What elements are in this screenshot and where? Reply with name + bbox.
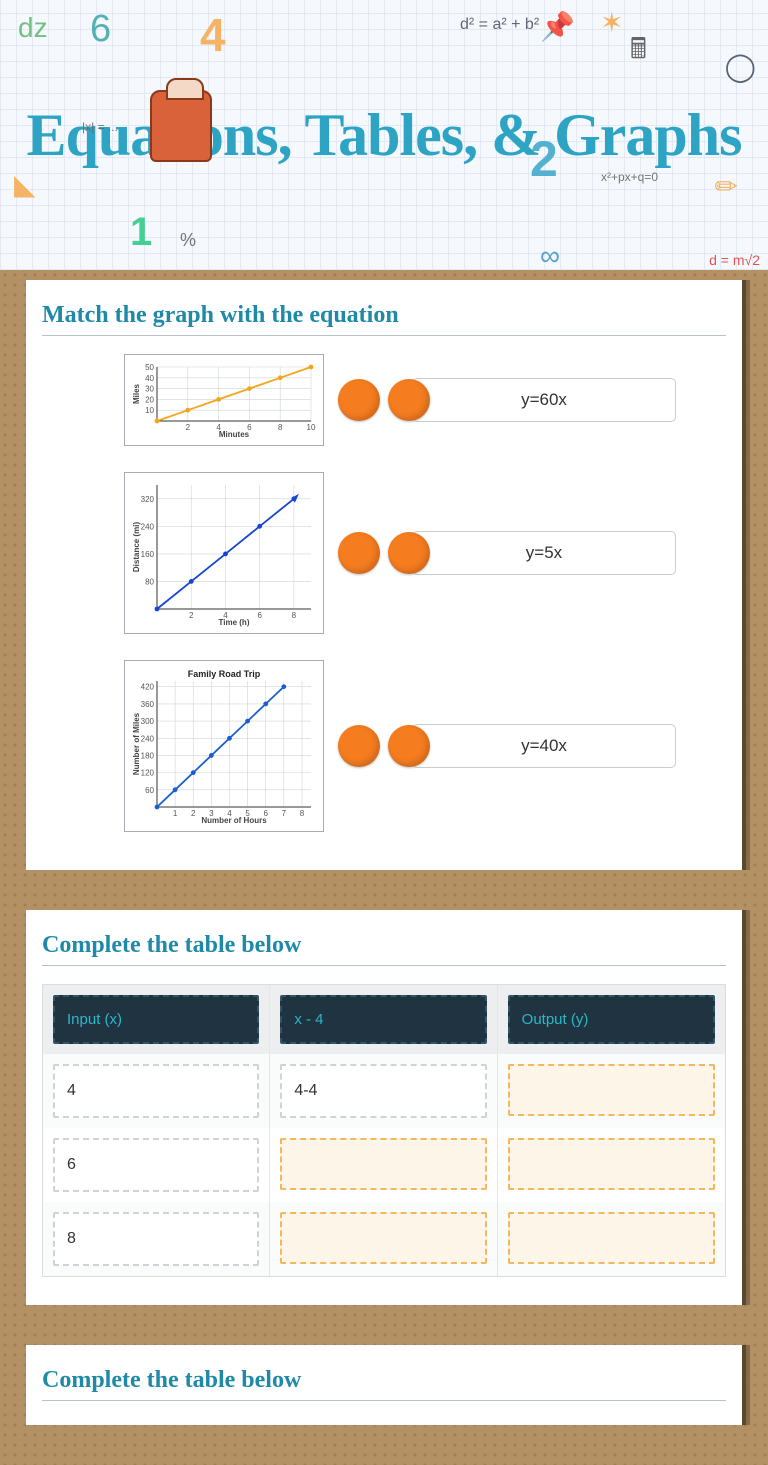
table-cell-input[interactable] [508,1138,715,1190]
svg-text:360: 360 [141,700,155,709]
svg-text:30: 30 [145,385,154,394]
section-table-2: Complete the table below [26,1345,742,1425]
svg-text:10: 10 [307,423,316,432]
table-cell: 4 [53,1064,259,1118]
graph-card[interactable]: 801602403202468Time (h)Distance (mi) [92,472,356,634]
svg-text:1: 1 [173,809,178,818]
svg-text:Number of Miles: Number of Miles [132,712,141,775]
svg-text:7: 7 [282,809,287,818]
section-match: Match the graph with the equation 102030… [26,280,742,870]
svg-text:10: 10 [145,406,154,415]
equation-text: y=60x [412,378,676,422]
table-header-cell: x - 4 [280,995,486,1044]
match-dot[interactable] [338,532,380,574]
table-cell-input[interactable] [508,1212,715,1264]
svg-text:420: 420 [141,683,155,692]
table-cell: 6 [53,1138,259,1192]
table-cell-input[interactable] [508,1064,715,1116]
svg-text:240: 240 [141,522,155,531]
svg-text:8: 8 [292,611,297,620]
svg-text:8: 8 [278,423,283,432]
equation-card[interactable]: y=40x [412,724,676,768]
header-banner: dz6 4d² = a² + b² 📌✶ 🖩◯ ◣|x| = ... 1% 2x… [0,0,768,270]
svg-text:6: 6 [257,611,262,620]
svg-text:Number of Hours: Number of Hours [201,816,267,825]
table-cell-input[interactable] [280,1212,486,1264]
match-dot[interactable] [338,379,380,421]
svg-text:160: 160 [141,550,155,559]
svg-text:120: 120 [141,769,155,778]
svg-text:2: 2 [186,423,191,432]
section-title: Complete the table below [42,932,726,966]
svg-text:50: 50 [145,363,154,372]
match-dot[interactable] [388,379,430,421]
svg-text:Minutes: Minutes [219,430,250,439]
svg-text:40: 40 [145,374,154,383]
cork-background: Match the graph with the equation 102030… [0,270,768,1465]
svg-text:Family Road Trip: Family Road Trip [188,669,261,679]
table-cell: 8 [53,1212,259,1266]
table-cell: 4-4 [280,1064,486,1118]
equation-card[interactable]: y=5x [412,531,676,575]
table: Input (x) x - 4 Output (y) 4 4-4 6 8 [42,984,726,1277]
svg-text:Distance (mi): Distance (mi) [132,522,141,573]
equation-text: y=40x [412,724,676,768]
graph-card[interactable]: 6012018024030036042012345678Number of Ho… [92,660,356,832]
page-title: Equations, Tables, & Graphs [27,104,742,167]
graph-card[interactable]: 1020304050246810MinutesMiles [92,354,356,446]
svg-text:2: 2 [191,809,196,818]
svg-text:8: 8 [300,809,305,818]
table-row: 8 [43,1202,725,1276]
table-header-cell: Input (x) [53,995,259,1044]
equation-text: y=5x [412,531,676,575]
table-header-cell: Output (y) [508,995,715,1044]
section-title: Match the graph with the equation [42,302,726,336]
svg-text:20: 20 [145,395,154,404]
table-cell-input[interactable] [280,1138,486,1190]
svg-text:240: 240 [141,734,155,743]
table-row: 4 4-4 [43,1054,725,1128]
svg-text:Miles: Miles [132,383,141,404]
svg-text:320: 320 [141,495,155,504]
equation-card[interactable]: y=60x [412,378,676,422]
svg-text:60: 60 [145,786,154,795]
svg-text:80: 80 [145,577,154,586]
svg-text:180: 180 [141,751,155,760]
table-row: 6 [43,1128,725,1202]
section-table-1: Complete the table below Input (x) x - 4 O… [26,910,742,1305]
svg-text:2: 2 [189,611,194,620]
section-title: Complete the table below [42,1367,726,1401]
match-dot[interactable] [338,725,380,767]
svg-text:300: 300 [141,717,155,726]
match-dot[interactable] [388,725,430,767]
match-dot[interactable] [388,532,430,574]
svg-text:Time (h): Time (h) [219,618,250,627]
